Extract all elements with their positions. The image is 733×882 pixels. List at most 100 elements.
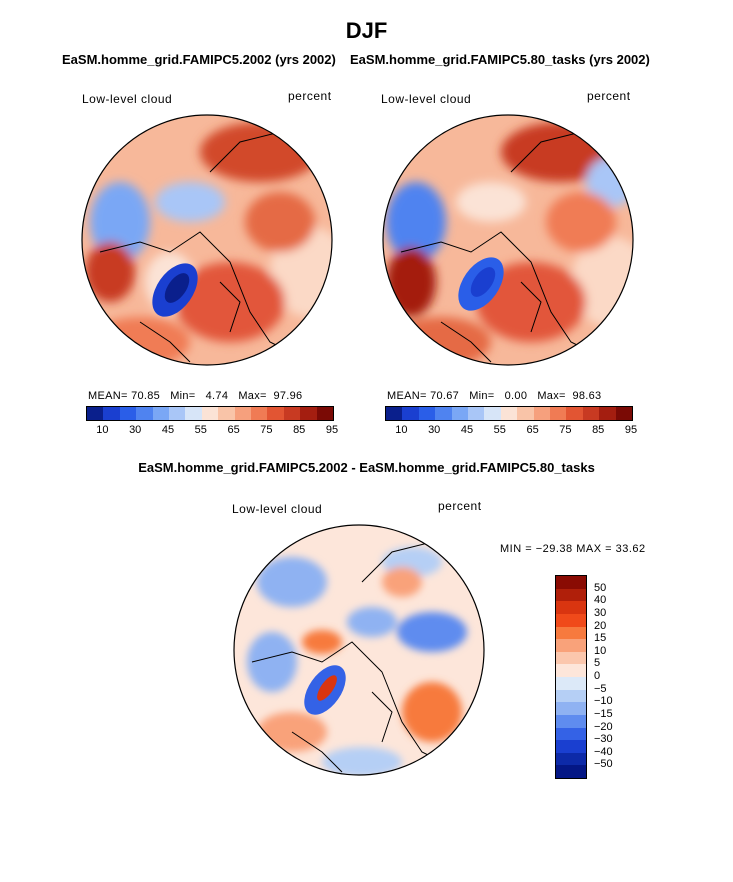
- diff-colorbar-swatch: [556, 588, 586, 602]
- diff-colorbar-tick-label: −30: [594, 733, 613, 746]
- panel-b-colorbar-swatch: [468, 407, 485, 420]
- panel-a-colorbar-tick-label: 65: [227, 424, 240, 436]
- panel-a-colorbar-swatch: [103, 407, 120, 420]
- panel-b-max-label: Max=: [537, 390, 566, 402]
- panel-b-colorbar-swatch: [451, 407, 469, 420]
- panel-b-units-label: percent: [587, 89, 631, 103]
- panel-a-min-label: Min=: [170, 390, 196, 402]
- panel-b-variable-label: Low-level cloud: [381, 92, 472, 106]
- diff-min-max-text: MIN = −29.38 MAX = 33.62: [500, 543, 646, 555]
- panel-a-colorbar-swatch: [251, 407, 268, 420]
- panel-a-colorbar-tick-label: 85: [293, 424, 306, 436]
- diff-colorbar-ticks: 50 40 30 20 15 10 5 0 −5 −10 −15 −20 −30 −40 −50: [570, 575, 630, 777]
- diff-colorbar-swatch: [556, 677, 586, 690]
- diff-colorbar-tick-label: −40: [594, 745, 613, 758]
- panel-b-colorbar-tick-label: 10: [395, 424, 408, 436]
- panel-a-colorbar-tick-label: 75: [260, 424, 273, 436]
- diff-units-label: percent: [438, 499, 482, 513]
- panel-b-colorbar-tick-label: 65: [526, 424, 539, 436]
- panel-b-colorbar-swatch: [533, 407, 551, 420]
- diff-colorbar-swatch: [556, 740, 586, 753]
- panel-a-max-value: 97.96: [273, 390, 303, 402]
- panel-a-colorbar-swatch: [152, 407, 170, 420]
- panel-a-colorbar-swatch: [316, 407, 334, 420]
- panel-a-colorbar: [86, 406, 334, 421]
- panel-a-colorbar-swatch: [218, 407, 235, 420]
- panel-b-colorbar-swatch: [484, 407, 501, 420]
- panel-b-min-label: Min=: [469, 390, 495, 402]
- diff-colorbar-tick-label: 0: [594, 670, 601, 682]
- panel-b-colorbar-ticks: 10 30 45 55 65 75 85 95: [385, 424, 637, 438]
- diff-colorbar-tick-label: −10: [594, 695, 613, 708]
- diff-colorbar-swatch: [556, 613, 586, 627]
- panel-a-colorbar-ticks: 10 30 45 55 65 75 85 95: [86, 424, 338, 438]
- panel-b-colorbar-swatch: [402, 407, 419, 420]
- diff-colorbar-tick-label: −50: [594, 758, 613, 771]
- diff-colorbar-swatch: [556, 702, 586, 715]
- panel-b-mean-label: MEAN=: [387, 390, 427, 402]
- panel-b-colorbar-swatch: [599, 407, 616, 420]
- panel-b-colorbar-swatch: [386, 407, 403, 420]
- panel-a-colorbar-swatch: [136, 407, 153, 420]
- panel-b-colorbar-tick-label: 30: [428, 424, 441, 436]
- diff-colorbar-swatch: [556, 601, 586, 614]
- diff-colorbar-swatch: [556, 689, 586, 703]
- panel-b-colorbar-tick-label: 45: [460, 424, 474, 436]
- panel-b-colorbar-swatch: [566, 407, 583, 420]
- panel-a-colorbar-swatch: [185, 407, 202, 420]
- diff-colorbar-tick-label: 40: [594, 594, 607, 607]
- panel-a-colorbar-tick-label: 55: [194, 424, 207, 436]
- panel-b-colorbar-swatch: [550, 407, 567, 420]
- diff-colorbar-swatch: [556, 639, 586, 652]
- panel-a-units-label: percent: [288, 89, 332, 103]
- diff-colorbar-tick-label: −5: [594, 682, 607, 695]
- diff-colorbar-tick-label: 15: [594, 632, 607, 645]
- panel-b-colorbar-swatch: [418, 407, 436, 420]
- diff-colorbar-tick-label: 20: [594, 619, 607, 632]
- panel-a-map: [81, 114, 333, 366]
- panel-b-mean-value: 70.67: [430, 390, 460, 402]
- panel-a-min-value: 4.74: [205, 390, 229, 402]
- diff-title: EaSM.homme_grid.FAMIPC5.2002 - EaSM.homm…: [138, 460, 595, 475]
- panel-b-max-value: 98.63: [572, 390, 602, 402]
- panel-b-colorbar-swatch: [517, 407, 534, 420]
- panel-a-max-label: Max=: [238, 390, 267, 402]
- panel-a-colorbar-swatch: [234, 407, 252, 420]
- diff-map: [233, 524, 485, 776]
- panel-a-colorbar-swatch: [283, 407, 301, 420]
- panel-a-colorbar-tick-label: 95: [325, 424, 339, 436]
- diff-variable-label: Low-level cloud: [232, 502, 323, 516]
- panel-a-colorbar-swatch: [87, 407, 104, 420]
- diff-colorbar-swatch: [556, 752, 586, 766]
- diff-colorbar-swatch: [556, 765, 586, 778]
- panel-b-colorbar-swatch: [500, 407, 518, 420]
- panel-a-colorbar-tick-label: 30: [129, 424, 142, 436]
- diff-colorbar-tick-label: 10: [594, 644, 607, 657]
- diff-colorbar-swatch: [556, 576, 586, 589]
- diff-colorbar-swatch: [556, 626, 586, 640]
- diff-colorbar-swatch: [556, 651, 586, 665]
- panel-b-colorbar-tick-label: 95: [624, 424, 638, 436]
- panel-b-colorbar: [385, 406, 633, 421]
- panel-a-colorbar-tick-label: 45: [161, 424, 175, 436]
- panel-b-min-value: 0.00: [504, 390, 528, 402]
- diff-colorbar-tick-label: 30: [594, 606, 607, 619]
- panel-b-map: [382, 114, 634, 366]
- panel-a-colorbar-swatch: [201, 407, 219, 420]
- panel-b-colorbar-swatch: [435, 407, 452, 420]
- panel-b-colorbar-swatch: [582, 407, 600, 420]
- diff-colorbar-tick-label: 5: [594, 657, 601, 670]
- panel-a-colorbar-swatch: [119, 407, 137, 420]
- figure-title: DJF: [345, 18, 388, 43]
- diff-colorbar-swatch: [556, 664, 586, 677]
- panel-b-colorbar-swatch: [615, 407, 633, 420]
- diff-colorbar-swatch: [556, 714, 586, 728]
- diff-colorbar: [555, 575, 587, 779]
- panel-a-variable-label: Low-level cloud: [82, 92, 173, 106]
- panel-b-colorbar-tick-label: 75: [559, 424, 572, 436]
- panel-a-colorbar-swatch: [169, 407, 186, 420]
- diff-colorbar-swatch: [556, 727, 586, 741]
- diff-colorbar-tick-label: −20: [594, 720, 613, 733]
- panel-a-colorbar-tick-label: 10: [96, 424, 109, 436]
- panel-a-mean-label: MEAN=: [88, 390, 128, 402]
